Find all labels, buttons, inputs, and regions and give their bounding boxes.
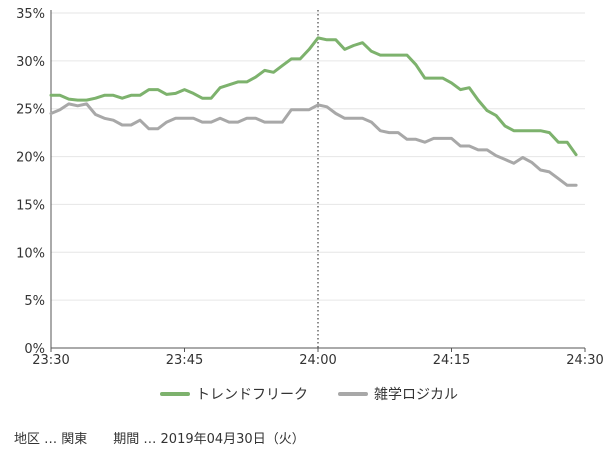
legend-item-zatsugaku-logical: 雑学ロジカル (338, 384, 458, 404)
series-line-0 (51, 38, 576, 155)
x-tick-label: 24:00 (299, 353, 336, 368)
y-axis: 0%5%10%15%20%25%30%35% (16, 7, 51, 357)
y-tick-label: 20% (16, 151, 45, 166)
legend-label: 雑学ロジカル (374, 384, 458, 404)
y-tick-label: 5% (24, 294, 45, 309)
legend-swatch-gray (338, 392, 368, 396)
x-tick-label: 24:15 (433, 353, 470, 368)
legend-item-trend-freak: トレンドフリーク (160, 384, 308, 404)
x-axis: 23:30 23:45 24:00 24:15 24:30 (32, 348, 603, 368)
legend: トレンドフリーク 雑学ロジカル (160, 384, 488, 404)
x-tick-label: 23:30 (32, 353, 69, 368)
y-tick-label: 10% (16, 246, 45, 261)
y-tick-label: 30% (16, 55, 45, 70)
chart-caption: 地区 … 関東 期間 … 2019年04月30日（火） (14, 428, 305, 447)
legend-label: トレンドフリーク (196, 384, 308, 404)
region-label: 地区 … 関東 (14, 432, 87, 447)
period-label: 期間 … 2019年04月30日（火） (113, 432, 304, 447)
y-tick-label: 35% (16, 7, 45, 22)
line-chart: 0%5%10%15%20%25%30%35% 23:30 23:45 24:00 24… (0, 0, 614, 378)
legend-swatch-green (160, 392, 190, 396)
y-tick-label: 25% (16, 103, 45, 118)
x-tick-label: 24:30 (566, 353, 603, 368)
y-tick-label: 15% (16, 198, 45, 213)
x-tick-label: 23:45 (166, 353, 203, 368)
series-lines (51, 38, 576, 185)
